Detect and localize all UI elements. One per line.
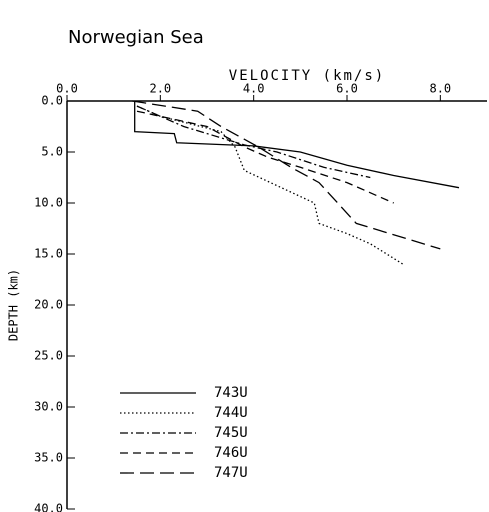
- data-line: [136, 110, 394, 204]
- chart-title: Norwegian Sea: [68, 27, 204, 48]
- data-line: [132, 100, 441, 250]
- y-tick-label: 10.0: [34, 196, 63, 210]
- legend-label: 743U: [214, 385, 248, 401]
- data-line: [136, 105, 404, 265]
- legend-label: 745U: [214, 425, 248, 441]
- legend-label: 747U: [214, 465, 248, 481]
- y-tick-label: 25.0: [34, 349, 63, 363]
- y-tick-label: 15.0: [34, 247, 63, 261]
- x-tick-label: 8.0: [429, 82, 451, 96]
- x-tick-label: 2.0: [149, 82, 171, 96]
- y-axis-label: DEPTH (km): [7, 269, 21, 341]
- legend-label: 744U: [214, 405, 248, 421]
- x-tick-label: 4.0: [243, 82, 265, 96]
- y-tick-label: 0.0: [41, 94, 63, 108]
- y-tick-label: 5.0: [41, 145, 63, 159]
- y-tick-label: 20.0: [34, 298, 63, 312]
- legend-label: 746U: [214, 445, 248, 461]
- y-tick-label: 35.0: [34, 451, 63, 465]
- y-tick-label: 40.0: [34, 502, 63, 512]
- data-line: [134, 101, 460, 189]
- x-tick-label: 6.0: [336, 82, 358, 96]
- x-tick-label: 0.0: [56, 82, 78, 96]
- y-tick-label: 30.0: [34, 400, 63, 414]
- data-line: [136, 105, 371, 179]
- x-axis-label: VELOCITY (km/s): [229, 68, 385, 84]
